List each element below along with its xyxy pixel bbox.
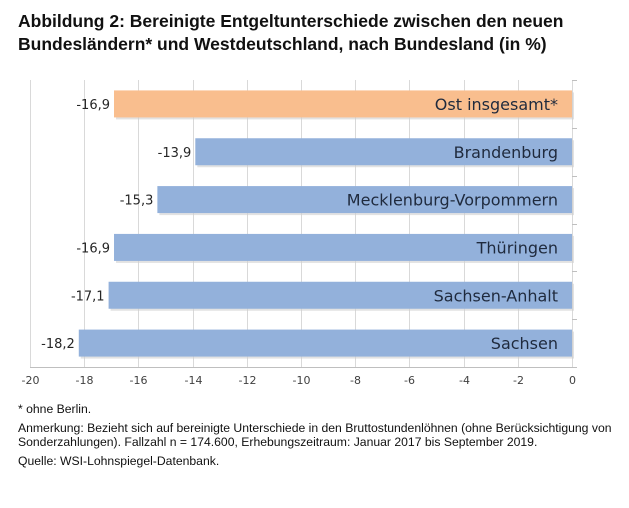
bar	[114, 90, 572, 118]
x-tick-label: -2	[513, 374, 524, 387]
value-label: -16,9	[76, 241, 110, 256]
bars: Ost insgesamt* -16,9 Brandenburg -13,9 Meckl…	[41, 90, 574, 359]
category-label: Sachsen	[491, 334, 558, 353]
value-label: -17,1	[71, 289, 105, 304]
bar	[157, 186, 572, 214]
value-label: -18,2	[41, 337, 75, 352]
x-tick-label: -6	[404, 374, 415, 387]
category-label: Ost insgesamt*	[435, 95, 558, 114]
category-label: Brandenburg	[454, 143, 558, 162]
category-label: Sachsen-Anhalt	[434, 286, 558, 305]
x-tick-label: -14	[185, 374, 203, 387]
category-label: Mecklenburg-Vorpommern	[347, 191, 558, 210]
remark: Anmerkung: Bezieht sich auf bereinigte U…	[18, 420, 612, 450]
value-label: -15,3	[120, 194, 154, 209]
notes: * ohne Berlin. Anmerkung: Bezieht sich a…	[18, 402, 618, 472]
x-tick-label: -16	[130, 374, 148, 387]
bar-chart: Ost insgesamt* -16,9 Brandenburg -13,9 Meckl…	[22, 80, 577, 387]
x-tick-label: -18	[76, 374, 94, 387]
x-tick-label: -20	[22, 374, 40, 387]
x-axis: -20 -18 -16 -14 -12 -10 -8 -6 -4 -2 0	[22, 80, 577, 387]
x-tick-label: -4	[459, 374, 470, 387]
bar	[108, 281, 572, 309]
value-label: -13,9	[158, 146, 192, 161]
x-tick-label: 0	[569, 374, 576, 387]
x-tick-label: -10	[293, 374, 311, 387]
bar	[195, 138, 572, 166]
x-tick-label: -8	[350, 374, 361, 387]
x-tick-label: -12	[239, 374, 257, 387]
source: Quelle: WSI-Lohnspiegel-Datenbank.	[18, 453, 220, 468]
gridlines	[30, 80, 573, 367]
chart-title: Abbildung 2: Bereinigte Entgeltunterschi…	[18, 11, 564, 54]
value-label: -16,9	[76, 98, 110, 113]
bar	[114, 233, 572, 261]
category-label: Thüringen	[476, 238, 558, 257]
bar	[78, 329, 572, 357]
footnote: * ohne Berlin.	[18, 402, 92, 416]
